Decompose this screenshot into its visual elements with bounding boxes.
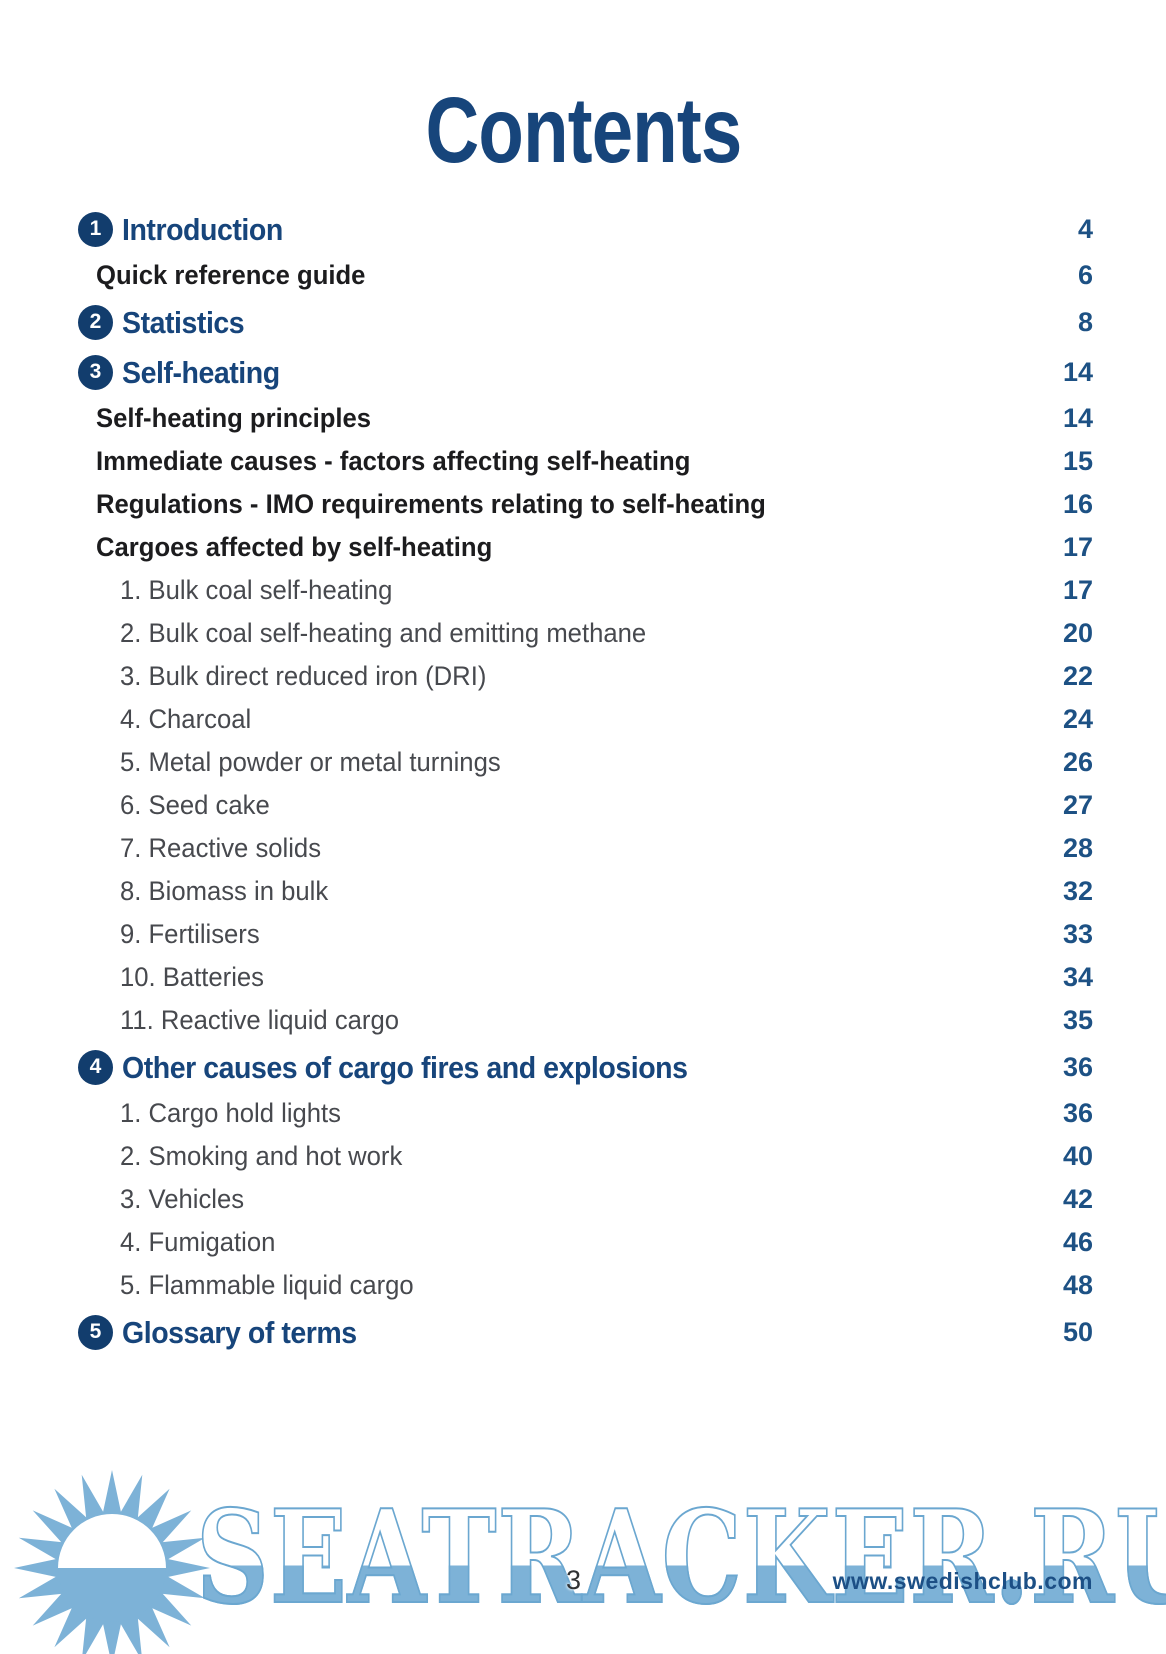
seatracker-sun-icon xyxy=(14,1470,210,1654)
toc-entry-label: Glossary of terms xyxy=(122,1314,357,1350)
toc-entry-label: Regulations - IMO requirements relating … xyxy=(96,489,766,519)
toc-entry-page: 15 xyxy=(1062,446,1093,476)
toc-entry-page: 36 xyxy=(1062,1051,1093,1082)
toc-entry-label: 1. Bulk coal self-heating xyxy=(120,575,393,605)
toc-entry: 10. Batteries 34 xyxy=(78,956,1093,999)
toc-entry-label: Other causes of cargo fires and explosio… xyxy=(122,1049,688,1085)
toc-entry-label: 1. Cargo hold lights xyxy=(120,1098,342,1128)
toc-entry-page: 14 xyxy=(1062,403,1093,433)
toc-entry-label: 7. Reactive solids xyxy=(120,833,322,863)
toc-entry-page: 28 xyxy=(1062,833,1093,863)
page-number: 3 xyxy=(566,1565,582,1595)
toc-entry-page: 17 xyxy=(1062,532,1093,562)
toc-entry-page: 35 xyxy=(1062,1005,1093,1035)
section-number-badge: 2 xyxy=(78,304,113,340)
toc-entry: Self-heating principles 14 xyxy=(78,397,1093,440)
page-title: Contents xyxy=(424,78,742,182)
toc-entry-page: 26 xyxy=(1062,747,1093,777)
toc-entry-page: 27 xyxy=(1062,790,1093,820)
toc-entry-page: 46 xyxy=(1062,1227,1093,1257)
toc-entry-label: Introduction xyxy=(122,211,283,247)
toc-entry: 5. Flammable liquid cargo 48 xyxy=(78,1264,1093,1307)
toc-entry-label: 4. Fumigation xyxy=(120,1227,276,1257)
toc-entry: 2. Bulk coal self-heating and emitting m… xyxy=(78,612,1093,655)
toc-entry: 2 Statistics 8 xyxy=(78,297,1093,347)
toc-entry: 4 Other causes of cargo fires and explos… xyxy=(78,1042,1093,1092)
toc-list: 1 Introduction 4 Quick reference guide 6… xyxy=(78,204,1093,1357)
toc-entry-page: 16 xyxy=(1062,489,1093,519)
toc-entry: 3. Bulk direct reduced iron (DRI) 22 xyxy=(78,655,1093,698)
toc-entry: 3. Vehicles 42 xyxy=(78,1178,1093,1221)
watermark-text: SEATRACKER.RU xyxy=(195,1493,1166,1623)
toc-entry-label: 2. Smoking and hot work xyxy=(120,1141,403,1171)
page-title-wrap: Contents xyxy=(0,84,1166,177)
toc-entry-label: 2. Bulk coal self-heating and emitting m… xyxy=(120,618,647,648)
website-link[interactable]: www.swedishclub.com xyxy=(832,1568,1093,1594)
section-number-badge: 5 xyxy=(78,1314,113,1350)
toc-entry-label: Immediate causes - factors affecting sel… xyxy=(96,446,691,476)
toc-entry-label: 4. Charcoal xyxy=(120,704,252,734)
section-number-badge: 3 xyxy=(78,354,113,390)
toc-entry: 9. Fertilisers 33 xyxy=(78,913,1093,956)
toc-entry: 1. Bulk coal self-heating 17 xyxy=(78,569,1093,612)
toc-entry: 1. Cargo hold lights 36 xyxy=(78,1092,1093,1135)
toc-entry-label: 5. Flammable liquid cargo xyxy=(120,1270,414,1300)
toc-entry-label: 11. Reactive liquid cargo xyxy=(120,1005,399,1035)
toc-entry-label: Statistics xyxy=(122,304,245,340)
toc-entry-page: 20 xyxy=(1062,618,1093,648)
watermark-zone: SEATRACKER.RU xyxy=(0,1440,1166,1654)
toc-entry-label: 10. Batteries xyxy=(120,962,265,992)
toc-entry: 4. Fumigation 46 xyxy=(78,1221,1093,1264)
toc-entry: 2. Smoking and hot work 40 xyxy=(78,1135,1093,1178)
toc-entry-label: 5. Metal powder or metal turnings xyxy=(120,747,501,777)
toc-entry-label: Cargoes affected by self-heating xyxy=(96,532,493,562)
toc-entry: Immediate causes - factors affecting sel… xyxy=(78,440,1093,483)
toc-entry-page: 22 xyxy=(1062,661,1093,691)
section-number-badge: 4 xyxy=(78,1049,113,1085)
toc-entry-label: 8. Biomass in bulk xyxy=(120,876,329,906)
toc-entry-label: 3. Vehicles xyxy=(120,1184,245,1214)
toc-entry: 6. Seed cake 27 xyxy=(78,784,1093,827)
toc-entry-page: 4 xyxy=(1077,213,1093,244)
toc-entry: 7. Reactive solids 28 xyxy=(78,827,1093,870)
toc-entry: 5. Metal powder or metal turnings 26 xyxy=(78,741,1093,784)
toc-entry: 11. Reactive liquid cargo 35 xyxy=(78,999,1093,1042)
toc-entry-page: 50 xyxy=(1062,1316,1093,1347)
toc-entry: Cargoes affected by self-heating 17 xyxy=(78,526,1093,569)
toc-entry-page: 48 xyxy=(1062,1270,1093,1300)
toc-entry-page: 6 xyxy=(1077,260,1093,290)
toc-entry-label: Self-heating xyxy=(122,354,280,390)
toc-entry-page: 8 xyxy=(1077,306,1093,337)
toc-entry-label: 3. Bulk direct reduced iron (DRI) xyxy=(120,661,487,691)
toc-entry-label: Quick reference guide xyxy=(96,260,366,290)
toc-entry-page: 24 xyxy=(1062,704,1093,734)
toc-entry-label: Self-heating principles xyxy=(96,403,372,433)
toc-entry-page: 34 xyxy=(1062,962,1093,992)
toc-entry-page: 42 xyxy=(1062,1184,1093,1214)
toc-entry-page: 14 xyxy=(1062,356,1093,387)
toc-entry: 1 Introduction 4 xyxy=(78,204,1093,254)
sun-dome xyxy=(58,1514,166,1568)
section-number-badge: 1 xyxy=(78,211,113,247)
toc-entry: Regulations - IMO requirements relating … xyxy=(78,483,1093,526)
toc-entry-page: 17 xyxy=(1062,575,1093,605)
toc-entry: 5 Glossary of terms 50 xyxy=(78,1307,1093,1357)
toc-entry-page: 40 xyxy=(1062,1141,1093,1171)
toc-entry: 8. Biomass in bulk 32 xyxy=(78,870,1093,913)
toc-entry-label: 6. Seed cake xyxy=(120,790,270,820)
toc-entry-label: 9. Fertilisers xyxy=(120,919,260,949)
toc-entry: 4. Charcoal 24 xyxy=(78,698,1093,741)
toc-entry: Quick reference guide 6 xyxy=(78,254,1093,297)
toc-entry-page: 33 xyxy=(1062,919,1093,949)
toc-entry: 3 Self-heating 14 xyxy=(78,347,1093,397)
toc-entry-page: 36 xyxy=(1062,1098,1093,1128)
toc-entry-page: 32 xyxy=(1062,876,1093,906)
